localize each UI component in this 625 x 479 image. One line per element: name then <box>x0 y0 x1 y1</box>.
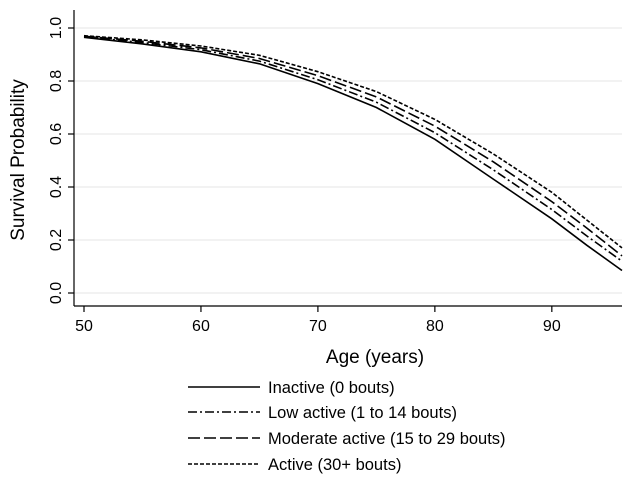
y-tick-label: 1.0 <box>48 17 65 39</box>
y-tick-label: 0.2 <box>48 229 65 251</box>
legend-label-4: Active (30+ bouts) <box>268 456 401 474</box>
series-lines <box>83 34 623 272</box>
x-tick-label: 90 <box>543 318 561 335</box>
legend-label-1: Inactive (0 bouts) <box>268 379 395 397</box>
y-ticks: 0.0 0.2 0.4 0.6 0.8 1.0 <box>48 17 74 304</box>
x-tick-label: 80 <box>426 318 444 335</box>
y-axis-title: Survival Probability <box>8 79 29 241</box>
x-tick-label: 60 <box>192 318 210 335</box>
y-tick-label: 0.0 <box>48 282 65 304</box>
x-axis-title: Age (years) <box>326 347 424 368</box>
series-line-1 <box>83 36 623 272</box>
legend-label-3: Moderate active (15 to 29 bouts) <box>268 430 506 448</box>
axes <box>73 10 622 307</box>
y-tick-label: 0.4 <box>48 176 65 198</box>
series-line-4 <box>83 34 623 249</box>
y-tick-label: 0.6 <box>48 123 65 145</box>
series-line-2 <box>83 35 623 262</box>
x-ticks: 50 60 70 80 90 <box>75 306 561 335</box>
legend-label-2: Low active (1 to 14 bouts) <box>268 404 457 422</box>
x-tick-label: 70 <box>309 318 327 335</box>
series-line-3 <box>83 35 623 257</box>
y-tick-label: 0.8 <box>48 70 65 92</box>
grid-lines <box>74 27 622 294</box>
legend: Inactive (0 bouts) Low active (1 to 14 bo… <box>188 379 506 474</box>
x-tick-label: 50 <box>75 318 93 335</box>
